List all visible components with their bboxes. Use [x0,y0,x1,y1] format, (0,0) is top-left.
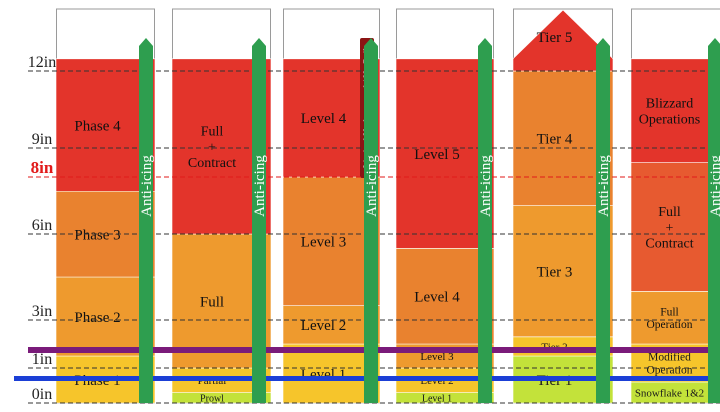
anti-icing-bar: Anti-icing [139,38,155,403]
anti-icing-bar: Anti-icing [364,38,380,403]
band-label: Level 1 [422,393,452,404]
y-tick-label: 6in [32,217,52,234]
anti-icing-label: Anti-icing [478,155,494,217]
anti-icing-bar: Anti-icing [478,38,494,403]
anti-icing-bar: Anti-icing [708,38,720,403]
band-level-a-3 [282,58,381,178]
band-label: Full Operation [647,306,693,331]
band-label: Level 4 [414,289,460,305]
anti-icing-bars: Anti-icing Anti-icing Anti-icing Anti-icing… [139,38,720,403]
band-label: Modified Operation [647,352,693,377]
anti-icing-label: Anti-icing [252,155,268,217]
band-label: Tier 4 [537,132,573,148]
band-label: Full + Contract [645,205,693,251]
anti-icing-label: Anti-icing [139,155,155,217]
band-label: Phase 2 [74,310,120,326]
band-label: Level 3 [301,235,346,251]
y-axis-labels: 0in 1in 3in 6in 8in 9in 12in [28,54,56,403]
band-phase-3 [55,58,156,192]
band-label: Snowflake 1&2 [635,387,704,399]
band-label: Prowl [200,393,224,404]
y-tick-label: 12in [28,54,56,71]
band-snowflake-0 [630,381,720,404]
anti-icing-bar: Anti-icing [596,38,612,403]
anti-icing-bar: Anti-icing [252,38,268,403]
anti-icing-label: Anti-icing [364,155,380,217]
anti-icing-label: Anti-icing [596,155,612,217]
anti-icing-bar-shape [252,38,266,403]
anti-icing-bar-shape [708,38,720,403]
band-label: Level 4 [301,111,347,127]
band-label: Phase 3 [74,227,120,243]
band-label: Level 2 [301,318,346,334]
y-tick-label: 0in [32,386,52,403]
anti-icing-label: Anti-icing [708,155,720,217]
band-snowflake-3 [630,162,720,292]
band-label: Blizzard Operations [639,97,700,128]
y-tick-label: 3in [32,303,52,320]
y-tick-label: 1in [32,351,52,368]
band-label: Phase 4 [74,118,121,134]
anti-icing-bar-shape [478,38,492,403]
y-tick-label: 8in [31,158,54,177]
y-tick-label: 9in [32,131,52,148]
band-label: Tier 5 [537,30,573,46]
plan-column-snowflake: Snowflake 1&2 Modified Operation Full Operat… [630,8,720,404]
band-snowflake-4 [630,58,720,163]
band-snowflake-1 [630,343,720,383]
band-label: Level 5 [414,147,459,163]
band-label: Level 3 [420,351,454,363]
anti-icing-bar-shape [364,38,378,403]
band-label: Tier 3 [537,264,573,280]
anti-icing-bar-shape [139,38,153,403]
band-snowflake-2 [630,291,720,345]
band-label: Full [200,294,224,310]
band-level-b-4 [395,58,495,249]
anti-icing-bar-shape [596,38,610,403]
